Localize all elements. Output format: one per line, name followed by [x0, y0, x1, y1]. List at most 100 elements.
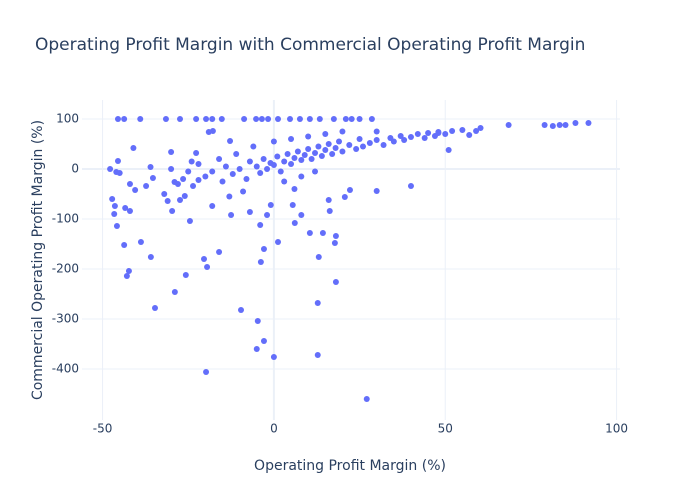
point: [305, 133, 312, 140]
point: [572, 120, 579, 126]
point: [270, 354, 277, 360]
point: [185, 168, 192, 175]
x-axis-title: Operating Profit Margin (%): [254, 458, 446, 474]
point: [126, 181, 133, 187]
point: [151, 305, 158, 311]
point: [312, 168, 319, 175]
point: [177, 197, 184, 203]
point: [188, 158, 195, 165]
point: [258, 116, 265, 122]
point: [264, 166, 271, 172]
point: [161, 191, 168, 197]
point: [182, 272, 189, 278]
point: [291, 186, 298, 192]
point: [339, 148, 346, 155]
point: [306, 230, 313, 236]
point: [195, 177, 202, 183]
point: [216, 156, 223, 162]
point: [250, 143, 257, 150]
point: [407, 134, 414, 140]
point: [270, 162, 277, 168]
point: [193, 116, 200, 122]
point: [431, 133, 438, 139]
point: [265, 116, 272, 122]
point: [227, 138, 234, 144]
point: [549, 123, 556, 129]
point: [162, 116, 169, 122]
point: [246, 209, 253, 215]
point: [332, 233, 339, 239]
point: [149, 175, 156, 181]
point: [109, 196, 116, 202]
point: [421, 135, 428, 141]
point: [260, 156, 267, 162]
point: [147, 164, 154, 170]
point: [168, 149, 175, 155]
point: [257, 259, 264, 265]
point: [298, 173, 305, 180]
point: [289, 202, 296, 208]
point: [356, 136, 363, 142]
point: [132, 187, 139, 193]
point: [294, 148, 301, 155]
point: [264, 212, 271, 218]
point: [459, 127, 466, 133]
y-tick-label: -300: [52, 312, 79, 326]
point: [114, 158, 121, 164]
point: [401, 137, 408, 143]
point: [204, 264, 211, 270]
point: [203, 116, 210, 122]
point: [218, 116, 225, 122]
point: [125, 268, 132, 274]
point: [116, 170, 123, 176]
x-tick-label: 100: [605, 422, 628, 436]
point: [288, 136, 295, 142]
point: [267, 202, 274, 208]
point: [126, 208, 133, 214]
point: [143, 183, 150, 189]
point: [366, 140, 373, 146]
point: [319, 230, 326, 236]
y-tick-label: -200: [52, 262, 79, 276]
point: [301, 152, 308, 158]
point: [241, 116, 248, 122]
point: [226, 193, 233, 200]
point: [253, 163, 260, 170]
point: [222, 163, 229, 170]
y-tick-label: -100: [52, 212, 79, 226]
point: [312, 150, 319, 156]
point: [240, 188, 247, 195]
y-tick-label: 100: [56, 112, 79, 126]
point: [195, 161, 202, 167]
point: [477, 125, 484, 131]
point: [281, 158, 288, 165]
point: [121, 116, 128, 122]
point: [238, 307, 245, 313]
point: [164, 198, 171, 204]
point: [274, 153, 281, 160]
point: [505, 122, 512, 128]
point: [316, 116, 323, 122]
point: [228, 212, 235, 218]
point: [315, 254, 322, 260]
point: [216, 249, 223, 255]
point: [229, 171, 236, 177]
point: [253, 346, 260, 352]
point: [341, 194, 348, 200]
point: [111, 203, 118, 209]
point: [363, 396, 370, 402]
point: [209, 128, 216, 134]
point: [219, 178, 226, 185]
point: [270, 138, 277, 145]
point: [202, 173, 209, 180]
point: [137, 116, 144, 122]
point: [442, 131, 449, 137]
point: [168, 166, 175, 172]
y-axis-title: Commercial Operating Profit Margin (%): [30, 120, 46, 400]
point: [193, 150, 200, 156]
point: [473, 128, 480, 134]
point: [407, 183, 414, 189]
point: [137, 239, 144, 245]
point: [122, 205, 129, 211]
